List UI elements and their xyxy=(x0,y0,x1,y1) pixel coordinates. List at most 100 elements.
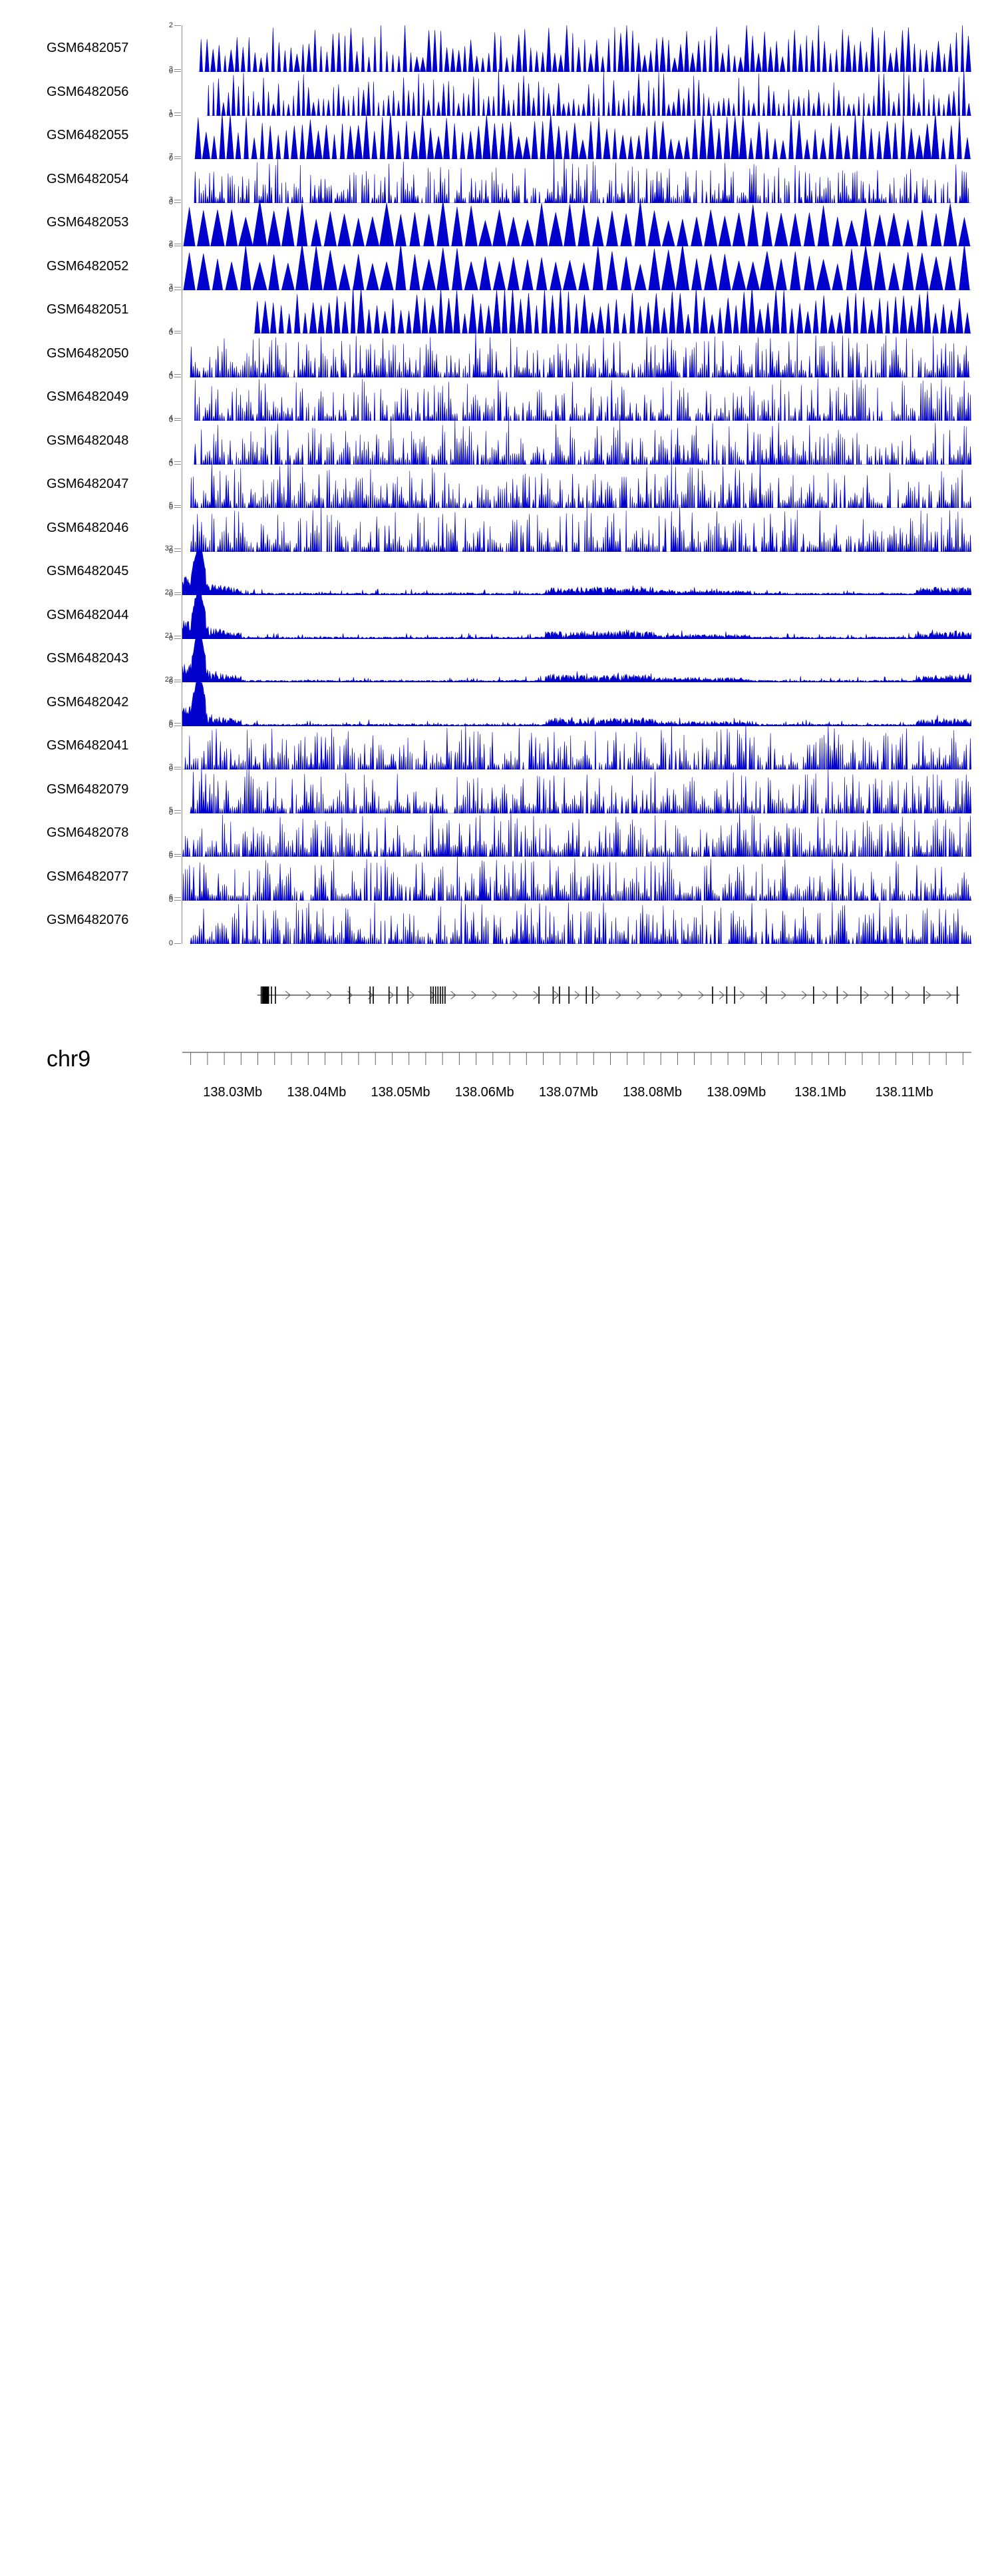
exon-block xyxy=(437,986,439,1004)
coverage-plot[interactable] xyxy=(182,897,971,944)
coverage-track[interactable]: GSM6482050 4 0 xyxy=(0,327,998,380)
exon-block xyxy=(349,986,351,1004)
coverage-track[interactable]: GSM6482041 6 0 xyxy=(0,720,998,773)
coverage-track[interactable]: GSM6482076 6 0 xyxy=(0,893,998,947)
strand-arrow-icon xyxy=(677,990,683,999)
y-axis-min-label: 0 xyxy=(168,634,173,642)
coverage-track[interactable]: GSM6482049 4 0 xyxy=(0,371,998,424)
coverage-area xyxy=(182,200,971,246)
exon-block xyxy=(396,986,398,1004)
track-sample-label: GSM6482057 xyxy=(47,41,129,55)
coverage-track[interactable]: GSM6482044 23 0 xyxy=(0,588,998,642)
coverage-plot[interactable] xyxy=(182,548,971,595)
strand-arrow-icon xyxy=(780,990,787,999)
coverage-plot[interactable] xyxy=(182,461,971,508)
coverage-plot[interactable] xyxy=(182,200,971,246)
coverage-track[interactable]: GSM6482052 2 0 xyxy=(0,240,998,293)
coverage-track[interactable]: GSM6482079 3 0 xyxy=(0,763,998,816)
coverage-track[interactable]: GSM6482051 3 0 xyxy=(0,283,998,337)
coverage-track[interactable]: GSM6482045 32 0 xyxy=(0,545,998,598)
exon-block xyxy=(591,986,593,1004)
strand-arrow-icon xyxy=(719,990,725,999)
chromosome-label: chr9 xyxy=(47,1046,91,1072)
y-axis-max-label: 6 xyxy=(168,893,173,901)
exon-block xyxy=(440,986,441,1004)
coverage-plot[interactable] xyxy=(182,156,971,203)
track-sample-label: GSM6482077 xyxy=(47,869,129,884)
coverage-area xyxy=(253,287,971,333)
coverage-plot[interactable] xyxy=(182,853,971,901)
exon-block xyxy=(765,986,767,1004)
ruler-tick-label: 138.09Mb xyxy=(707,1084,766,1100)
coverage-plot[interactable] xyxy=(182,592,971,639)
y-axis-tick-min xyxy=(174,943,181,944)
coverage-plot[interactable] xyxy=(182,243,971,290)
strand-arrow-icon xyxy=(802,990,808,999)
track-y-axis: 22 0 xyxy=(165,676,182,729)
coverage-plot[interactable] xyxy=(182,417,971,465)
exon-block xyxy=(726,986,728,1004)
coverage-area xyxy=(182,592,971,639)
coverage-plot[interactable] xyxy=(182,723,971,769)
y-axis-min-label: 0 xyxy=(168,895,173,904)
track-sample-label: GSM6482079 xyxy=(47,781,129,797)
exon-block xyxy=(734,986,735,1004)
coverage-track[interactable]: GSM6482048 4 0 xyxy=(0,414,998,467)
coverage-track[interactable]: GSM6482077 6 0 xyxy=(0,850,998,904)
coverage-plot[interactable] xyxy=(182,374,971,421)
y-axis-max-label: 2 xyxy=(168,21,173,29)
y-axis-tick-min xyxy=(174,202,181,203)
y-axis-min-label: 0 xyxy=(168,198,173,206)
track-sample-label: GSM6482042 xyxy=(47,694,129,710)
coverage-track[interactable]: GSM6482046 5 0 xyxy=(0,501,998,555)
coverage-plot[interactable] xyxy=(182,25,971,72)
coverage-area xyxy=(206,69,971,116)
strand-arrow-icon xyxy=(389,990,395,999)
coverage-plot[interactable] xyxy=(182,505,971,552)
exon-block xyxy=(434,986,436,1004)
strand-arrow-icon xyxy=(657,990,663,999)
y-axis-min-label: 0 xyxy=(168,546,173,555)
coverage-plot[interactable] xyxy=(182,330,971,377)
coverage-plot[interactable] xyxy=(182,112,971,159)
coverage-area xyxy=(182,723,971,769)
ruler-tick-label: 138.1Mb xyxy=(794,1084,846,1100)
y-axis-tick-max xyxy=(174,112,181,113)
strand-arrow-icon xyxy=(739,990,746,999)
coverage-area xyxy=(182,548,971,595)
coverage-track[interactable]: GSM6482055 1 0 xyxy=(0,109,998,162)
exon-block xyxy=(388,986,390,1004)
coverage-track[interactable]: GSM6482056 3 0 xyxy=(0,65,998,118)
y-axis-min-label: 0 xyxy=(168,852,173,860)
y-axis-tick-min xyxy=(174,550,181,552)
coverage-plot[interactable] xyxy=(182,287,971,333)
strand-arrow-icon xyxy=(760,990,766,999)
coverage-area xyxy=(194,112,971,159)
strand-arrow-icon xyxy=(574,990,580,999)
track-sample-label: GSM6482053 xyxy=(47,215,129,230)
coverage-area xyxy=(194,379,971,421)
exon-block xyxy=(260,986,262,1004)
coverage-area xyxy=(190,461,971,508)
coverage-plot[interactable] xyxy=(182,679,971,726)
y-axis-max-label: 5 xyxy=(168,806,173,814)
y-axis-max-label: 3 xyxy=(168,283,173,291)
coverage-plot[interactable] xyxy=(182,810,971,857)
coverage-track[interactable]: GSM6482042 22 0 xyxy=(0,676,998,729)
coverage-plot[interactable] xyxy=(182,636,971,682)
track-sample-label: GSM6482041 xyxy=(47,738,129,753)
y-axis-tick-max xyxy=(174,723,181,724)
coverage-track[interactable]: GSM6482043 21 0 xyxy=(0,632,998,686)
coverage-plot[interactable] xyxy=(182,766,971,813)
coverage-track[interactable]: GSM6482078 5 0 xyxy=(0,806,998,860)
y-axis-min-label: 0 xyxy=(168,242,173,250)
coverage-plot[interactable] xyxy=(182,69,971,116)
coverage-track[interactable]: GSM6482047 4 0 xyxy=(0,458,998,511)
coverage-track[interactable]: GSM6482057 2 0 xyxy=(0,21,998,75)
coverage-track[interactable]: GSM6482054 7 0 xyxy=(0,152,998,206)
y-axis-max-label: 5 xyxy=(168,501,173,509)
coverage-track[interactable]: GSM6482053 3 0 xyxy=(0,196,998,250)
